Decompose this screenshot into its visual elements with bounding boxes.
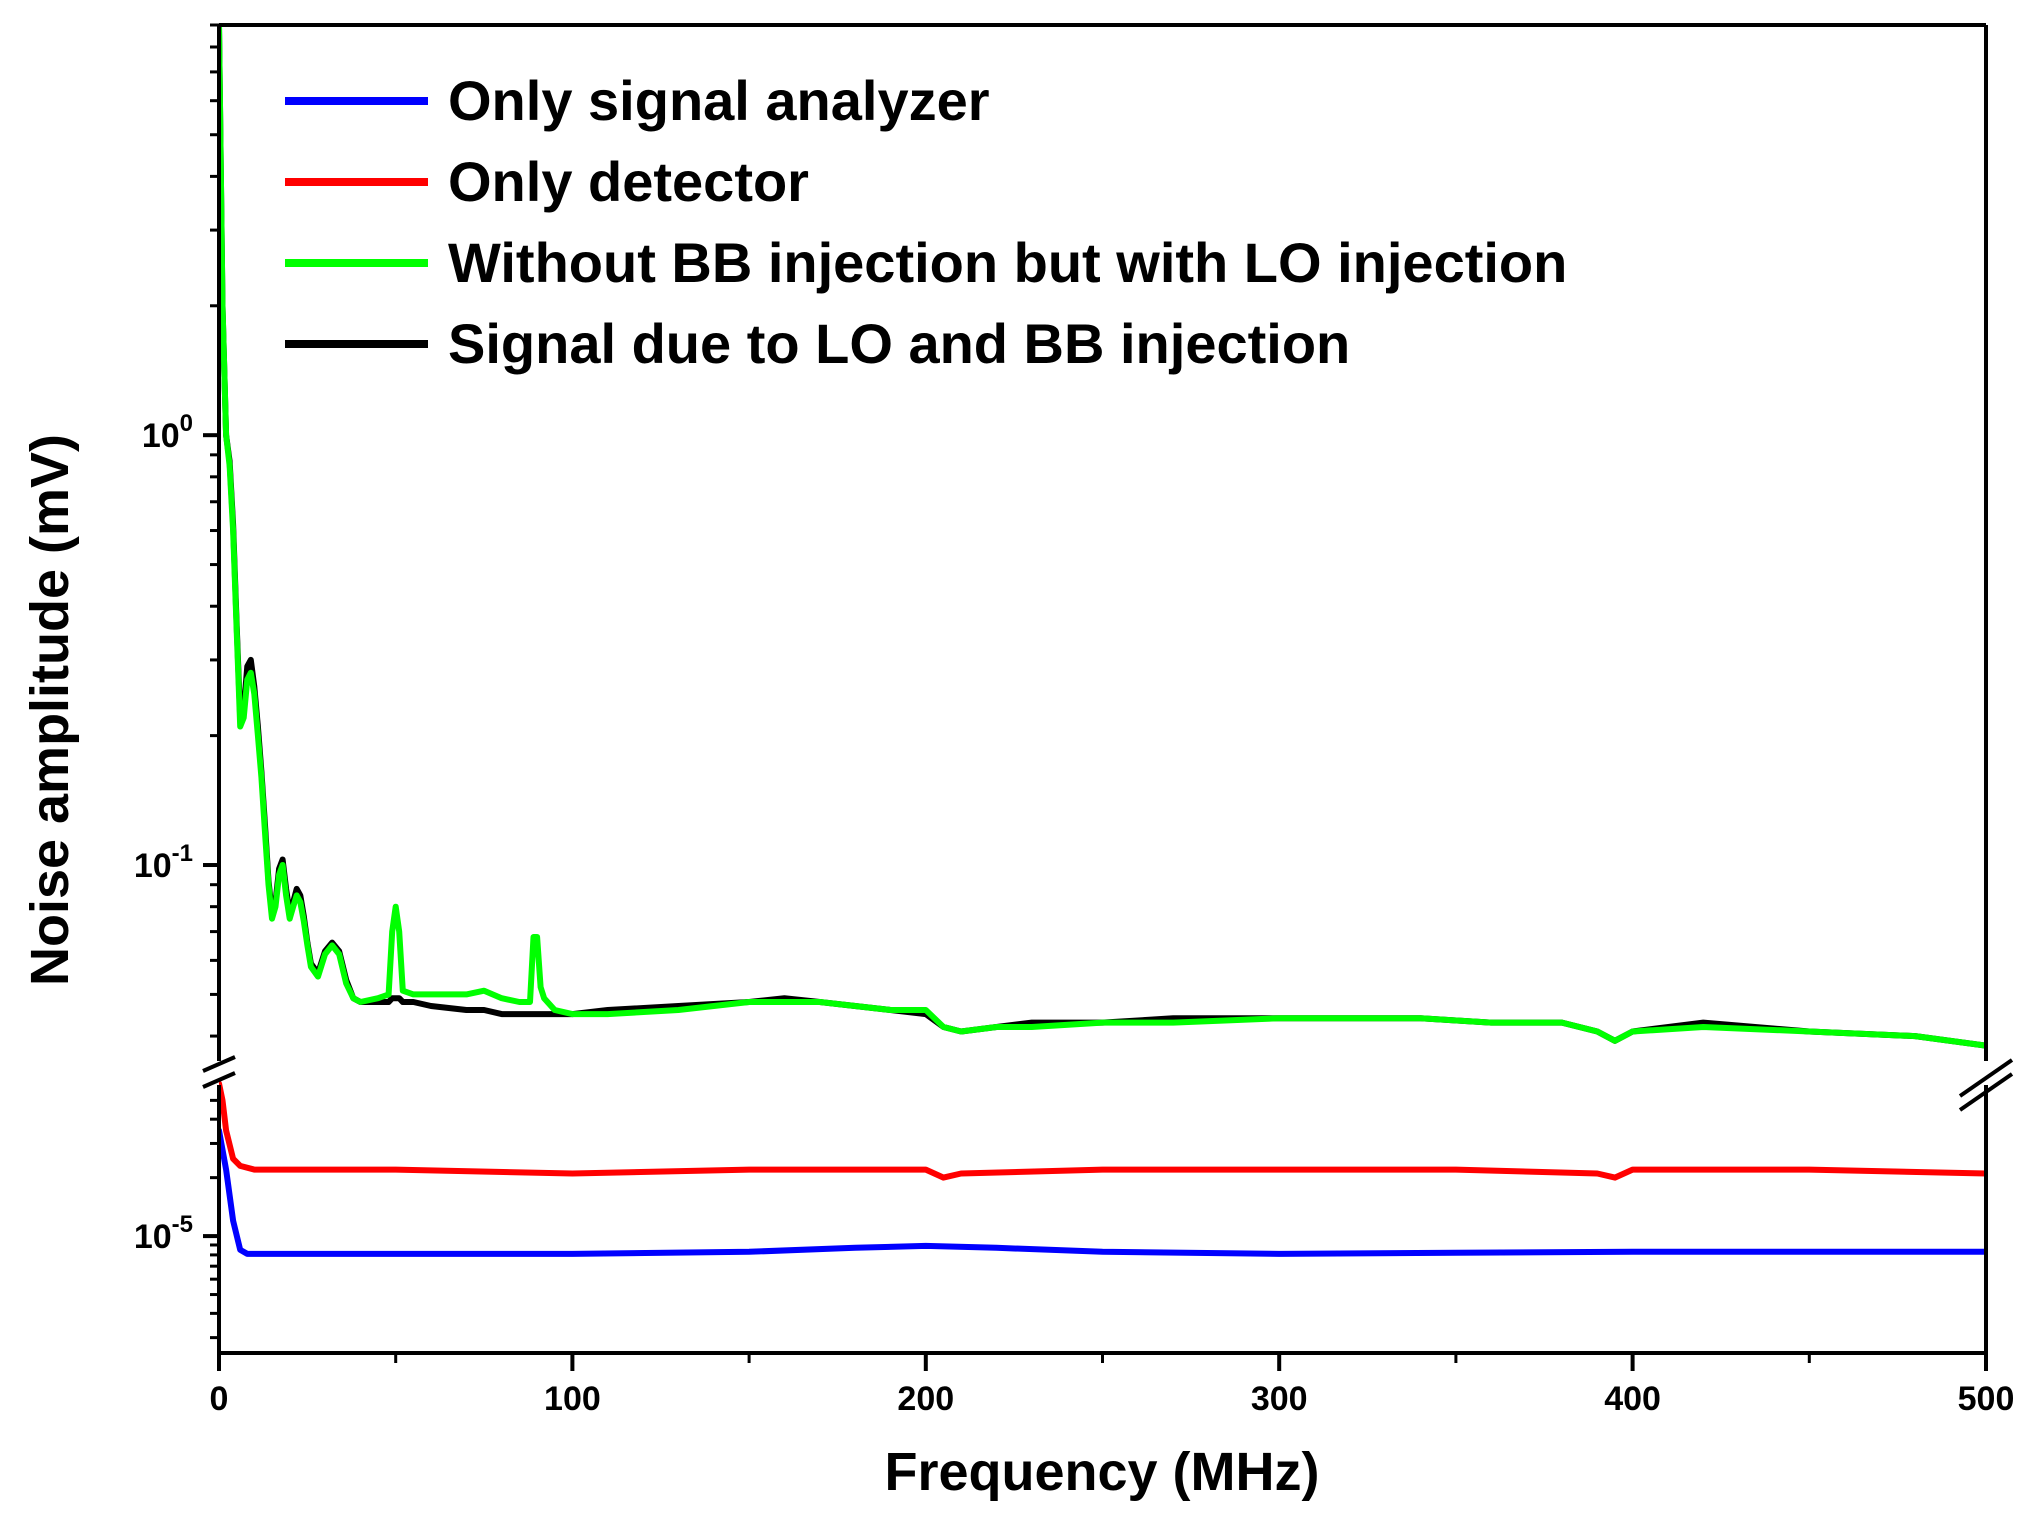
x-tick-label: 200 [897,1380,954,1418]
y-tick-label: 10-1 [134,840,193,885]
legend-label-3: Without BB injection but with LO injecti… [448,231,1567,294]
x-tick-label: 100 [544,1380,601,1418]
legend: Only signal analyzer Only detector Without… [285,69,1567,375]
x-tick-label: 500 [1958,1380,2015,1418]
x-tick-label: 400 [1604,1380,1661,1418]
x-tick-label: 0 [210,1380,229,1418]
right-break-mark-1 [1958,1058,2014,1098]
x-axis-title: Frequency (MHz) [884,1442,1319,1502]
x-tick-label: 300 [1251,1380,1308,1418]
legend-label-4: Signal due to LO and BB injection [448,312,1350,375]
right-break-mark-2 [1958,1072,2014,1112]
axis-break-marks [202,1055,2014,1112]
legend-label-1: Only signal analyzer [448,69,990,132]
left-break-mark-1 [202,1055,236,1073]
legend-label-2: Only detector [448,150,809,213]
y-axis-title: Noise amplitude (mV) [20,434,80,986]
series-line-3 [219,25,1986,1049]
series-line-2 [219,1080,1986,1181]
x-ticks: 0 100 200 300 400 500 [210,1353,2015,1418]
left-break-mark-2 [202,1071,236,1089]
series-line-1 [219,1127,1986,1257]
series-layer [219,25,1986,1257]
